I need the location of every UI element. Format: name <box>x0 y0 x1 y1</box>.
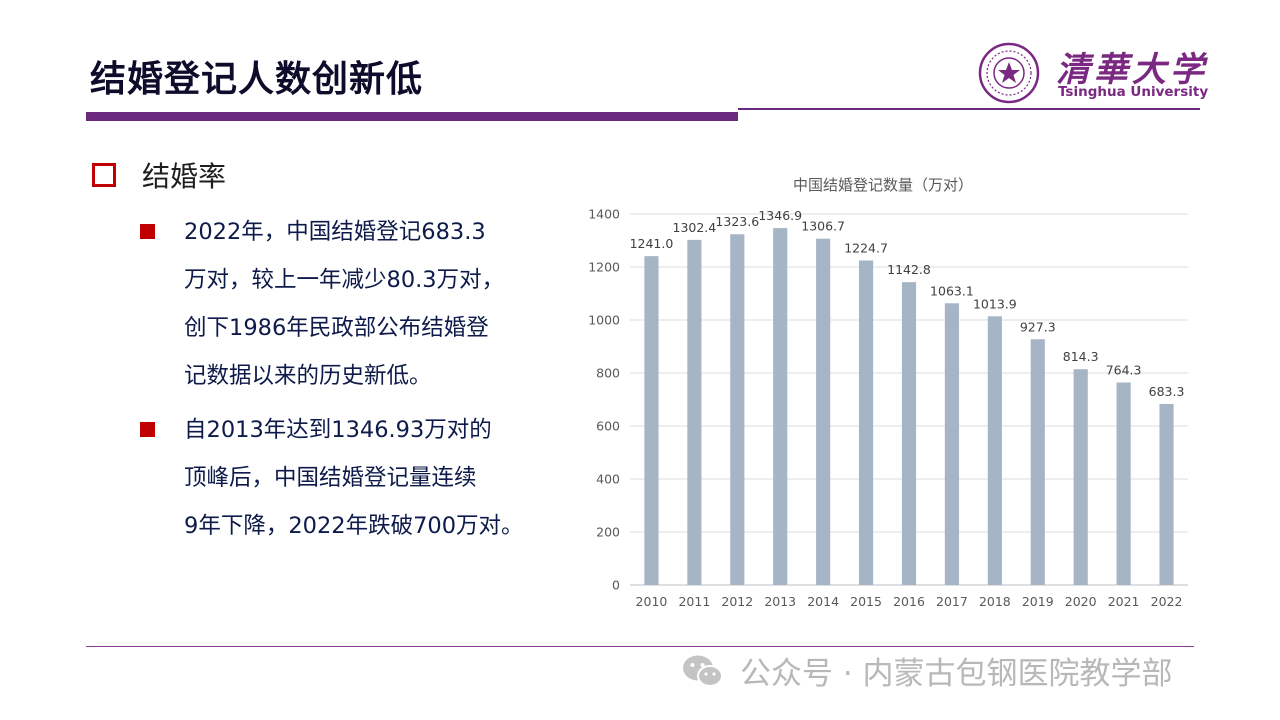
bullet-line: 记数据以来的历史新低。 <box>184 363 432 389</box>
data-label: 1142.8 <box>887 262 931 277</box>
data-label: 1346.9 <box>758 208 802 223</box>
y-tick-label: 200 <box>596 525 620 540</box>
data-label: 1306.7 <box>801 219 845 234</box>
logo-chinese-name: 清華大学 <box>1056 50 1208 90</box>
y-tick-label: 1000 <box>588 313 620 328</box>
x-tick-label: 2011 <box>678 594 710 609</box>
bar-2011 <box>687 239 702 585</box>
bar-2019 <box>1030 339 1045 585</box>
x-tick-label: 2015 <box>850 594 882 609</box>
bullet-item: 自2013年达到1346.93万对的 顶峰后，中国结婚登记量连续 9年下降，20… <box>140 406 524 550</box>
title-divider <box>738 108 1200 110</box>
x-tick-label: 2019 <box>1022 594 1054 609</box>
hollow-square-icon <box>92 163 116 187</box>
x-tick-label: 2021 <box>1108 594 1140 609</box>
bar-2010 <box>644 256 659 585</box>
watermark-text: 公众号 · 内蒙古包钢医院教学部 <box>740 656 1173 692</box>
bar-2018 <box>987 316 1002 585</box>
x-tick-label: 2012 <box>721 594 753 609</box>
bar-2014 <box>816 238 831 586</box>
data-label: 814.3 <box>1063 349 1099 364</box>
page-title: 结婚登记人数创新低 <box>90 59 424 100</box>
data-label: 1323.6 <box>715 214 759 229</box>
data-label: 1013.9 <box>973 296 1017 311</box>
bullet-line: 创下1986年民政部公布结婚登 <box>184 315 489 341</box>
x-tick-label: 2013 <box>764 594 796 609</box>
y-tick-label: 1400 <box>588 207 620 222</box>
y-tick-label: 400 <box>596 472 620 487</box>
bullet-line: 2022年，中国结婚登记683.3 <box>184 219 486 245</box>
filled-square-icon <box>140 224 155 239</box>
title-accent-bar <box>86 112 738 121</box>
data-label: 1063.1 <box>930 283 974 298</box>
filled-square-icon <box>140 422 155 437</box>
footer-divider <box>86 646 1194 647</box>
x-tick-label: 2020 <box>1065 594 1097 609</box>
section-heading-text: 结婚率 <box>142 160 227 193</box>
bullet-line: 9年下降，2022年跌破700万对。 <box>184 513 524 539</box>
bar-2012 <box>730 234 745 585</box>
watermark: 公众号 · 内蒙古包钢医院教学部 <box>680 648 1173 693</box>
x-tick-label: 2014 <box>807 594 839 609</box>
y-tick-label: 600 <box>596 419 620 434</box>
x-tick-label: 2017 <box>936 594 968 609</box>
x-tick-label: 2022 <box>1151 594 1183 609</box>
data-label: 1224.7 <box>844 240 888 255</box>
data-label: 927.3 <box>1020 319 1056 334</box>
bar-2020 <box>1073 369 1088 585</box>
university-logo: 清華大学 Tsinghua University <box>972 42 1209 104</box>
bullet-item: 2022年，中国结婚登记683.3 万对，较上一年减少80.3万对， 创下198… <box>140 208 504 400</box>
bar-2017 <box>944 303 960 585</box>
x-tick-label: 2018 <box>979 594 1011 609</box>
bullet-line: 自2013年达到1346.93万对的 <box>184 417 492 443</box>
y-tick-label: 0 <box>612 578 620 593</box>
bar-2013 <box>773 228 788 585</box>
x-tick-label: 2010 <box>636 594 668 609</box>
section-heading: 结婚率 <box>92 155 226 195</box>
university-seal-icon <box>978 42 1040 104</box>
wechat-icon <box>683 655 723 687</box>
x-tick-label: 2016 <box>893 594 925 609</box>
bar-2021 <box>1116 382 1131 585</box>
data-label: 683.3 <box>1149 384 1185 399</box>
bar-2015 <box>858 260 874 585</box>
y-tick-label: 800 <box>596 366 620 381</box>
bar-2016 <box>901 282 917 585</box>
chart-title: 中国结婚登记数量（万对） <box>793 176 973 194</box>
y-tick-label: 1200 <box>588 260 620 275</box>
data-label: 1302.4 <box>673 220 717 235</box>
bar-2022 <box>1159 403 1174 585</box>
bullet-line: 万对，较上一年减少80.3万对， <box>184 267 505 293</box>
logo-english-name: Tsinghua University <box>1058 84 1209 100</box>
bullet-line: 顶峰后，中国结婚登记量连续 <box>184 465 477 491</box>
data-label: 1241.0 <box>630 236 674 251</box>
data-label: 764.3 <box>1106 362 1142 377</box>
